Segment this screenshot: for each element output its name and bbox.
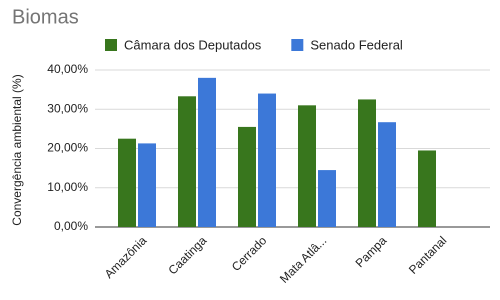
bar [118,138,136,227]
y-tick-label: 10,00% [47,180,88,194]
chart-title: Biomas [12,6,79,28]
y-tick-label: 20,00% [47,141,88,155]
y-tick-label: 30,00% [47,101,88,115]
bar [378,122,396,227]
y-tick-label: 40,00% [47,62,88,76]
bar [358,99,376,227]
legend-label: Câmara dos Deputados [124,37,262,52]
bar [198,77,216,227]
legend-swatch [291,39,304,51]
legend-label: Senado Federal [310,37,403,52]
bar [298,105,316,227]
bar [418,150,436,227]
bar [138,143,156,227]
y-tick-label: 0,00% [54,219,88,233]
bar [178,96,196,227]
bar [318,170,336,227]
bar [238,126,256,227]
legend-swatch [105,39,117,51]
bar [258,93,276,227]
y-axis-label: Convergência ambiental (%) [10,74,24,225]
